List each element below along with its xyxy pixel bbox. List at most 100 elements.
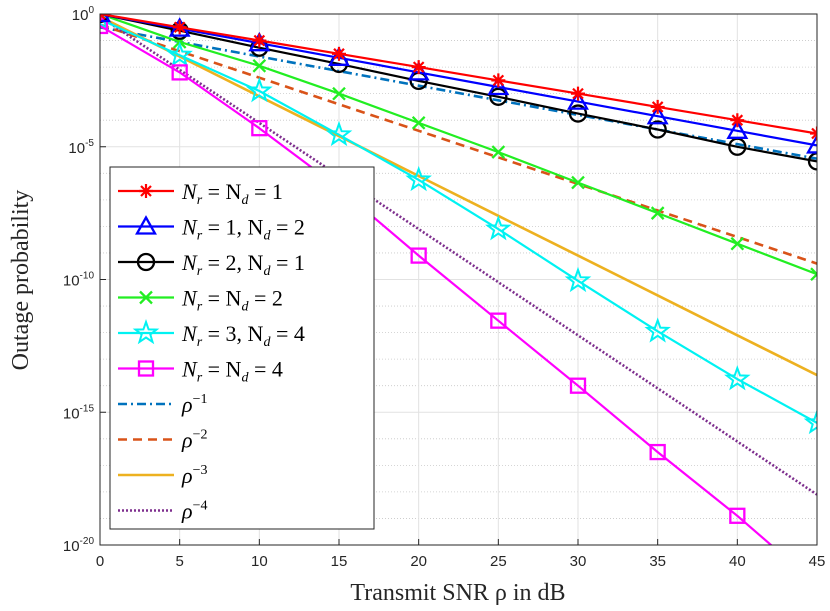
legend-entry: Nr = 1, Nd = 2	[118, 215, 305, 244]
legend-entry: Nr = Nd = 1	[118, 179, 283, 208]
series-line	[100, 26, 817, 160]
legend-entry: Nr = 2, Nd = 1	[118, 250, 305, 279]
pentagram-marker	[803, 408, 817, 435]
triangle-marker	[567, 90, 589, 110]
series-8	[100, 15, 817, 377]
pentagram-marker	[325, 120, 353, 147]
star-marker	[252, 33, 267, 48]
star-marker	[730, 113, 745, 128]
square-marker	[171, 64, 188, 81]
triangle-marker	[726, 119, 749, 139]
legend-entry: ρ−2	[118, 428, 207, 453]
legend-label: ρ−1	[181, 392, 207, 417]
x-tick-label: 40	[729, 553, 746, 570]
pentagram-marker	[644, 317, 671, 343]
y-tick-label: 10-5	[68, 138, 94, 157]
legend-entry: ρ−3	[118, 463, 207, 488]
x-marker	[650, 206, 665, 220]
legend-label: Nr = 1, Nd = 2	[181, 215, 305, 244]
legend-entry: ρ−4	[118, 499, 207, 524]
star-marker	[332, 46, 346, 61]
legend-label: Nr = Nd = 4	[181, 357, 283, 386]
x-tick-label: 0	[96, 553, 104, 570]
legend-entry: Nr = 3, Nd = 4	[118, 318, 305, 350]
x-marker	[139, 290, 153, 305]
legend-entry: Nr = Nd = 4	[118, 357, 283, 386]
series-line	[100, 14, 817, 147]
circle-marker	[136, 252, 156, 272]
legend-label: Nr = Nd = 2	[181, 286, 283, 315]
series-5	[100, 17, 824, 592]
square-marker	[810, 578, 824, 592]
square-marker	[410, 247, 427, 264]
legend-label: ρ−2	[181, 428, 207, 453]
x-tick-label: 35	[649, 553, 666, 570]
y-tick-label: 10-20	[63, 536, 95, 555]
y-tick-label: 100	[72, 5, 95, 24]
series-0	[100, 14, 817, 141]
series-line	[100, 14, 817, 135]
triangle-marker	[646, 104, 669, 125]
circle-marker	[489, 87, 508, 106]
x-tick-label: 10	[251, 553, 268, 570]
x-marker	[252, 58, 267, 73]
square-marker	[569, 377, 587, 394]
star-marker	[411, 60, 426, 75]
circle-marker	[648, 120, 667, 139]
x-axis-title: Transmit SNR ρ in dB	[350, 580, 565, 606]
x-marker	[810, 267, 817, 282]
y-tick-labels: 100 10-5 10-10 10-15 10-20	[63, 5, 106, 555]
star-marker	[172, 20, 187, 35]
series-line	[100, 18, 817, 424]
x-tick-label: 20	[410, 553, 427, 570]
legend-entry: Nr = Nd = 2	[118, 286, 283, 315]
legend-label: Nr = 3, Nd = 4	[181, 321, 305, 350]
legend-label: ρ−3	[181, 463, 207, 488]
y-axis-title: Outage probability	[8, 190, 34, 371]
x-tick-label: 5	[175, 553, 183, 570]
square-marker	[251, 120, 268, 137]
circle-marker	[807, 152, 817, 171]
series-3	[100, 14, 817, 282]
x-marker	[332, 86, 346, 101]
square-marker	[100, 17, 109, 35]
legend-label: ρ−4	[181, 499, 207, 524]
pentagram-marker	[485, 215, 512, 241]
pentagram-marker	[405, 165, 432, 192]
minor-grid	[100, 40, 817, 519]
star-marker	[650, 99, 665, 114]
triangle-marker	[135, 215, 157, 235]
series-line	[100, 23, 817, 265]
x-marker	[730, 236, 745, 251]
x-tick-labels: 0 5 10 15 20 25 30 35 40 45	[96, 539, 826, 570]
square-marker	[729, 507, 746, 524]
legend-entry: ρ−1	[118, 392, 207, 417]
series-layer	[100, 14, 824, 592]
legend-label: Nr = 2, Nd = 1	[181, 250, 305, 279]
series-line	[100, 14, 817, 163]
x-tick-label: 30	[570, 553, 587, 570]
series-line	[100, 15, 817, 377]
series-line	[100, 14, 817, 276]
y-tick-label: 10-15	[63, 403, 95, 422]
series-7	[100, 23, 817, 265]
pentagram-marker	[724, 365, 751, 391]
star-marker	[491, 73, 506, 88]
legend: Nr = Nd = 1 Nr = 1, Nd = 2 Nr = 2, Nd = 1 N…	[109, 166, 375, 530]
x-marker	[571, 175, 585, 190]
square-marker	[490, 312, 507, 329]
x-tick-label: 15	[331, 553, 348, 570]
triangle-marker	[806, 134, 817, 154]
y-tick-label: 10-10	[63, 271, 95, 290]
series-line	[100, 24, 773, 545]
pentagram-marker	[246, 77, 273, 103]
x-tick-label: 45	[809, 553, 826, 570]
triangle-marker	[487, 75, 510, 96]
circle-marker	[568, 104, 588, 123]
square-marker	[649, 443, 666, 461]
x-tick-label: 25	[490, 553, 507, 570]
x-marker	[411, 116, 426, 130]
square-marker	[137, 360, 155, 377]
star-marker	[139, 184, 153, 198]
x-marker	[491, 145, 506, 159]
